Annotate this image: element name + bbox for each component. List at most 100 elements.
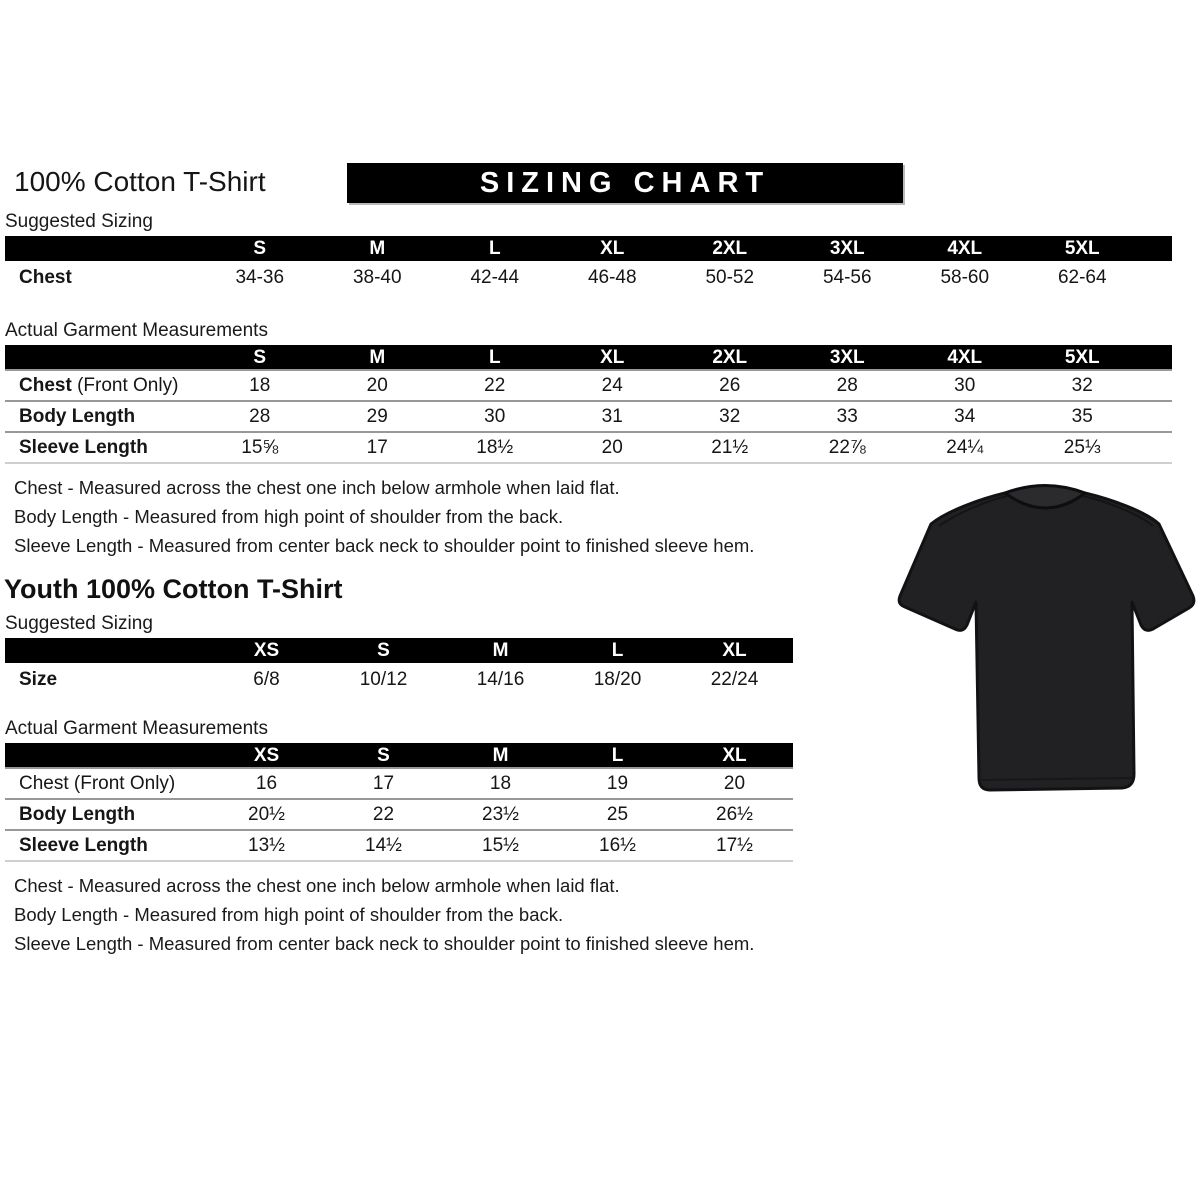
size-column-header: 3XL [829,238,865,259]
size-column-header: 5XL [1064,238,1100,259]
note-chest: Chest - Measured across the chest one in… [14,477,620,498]
row-label: Chest (Front Only) [19,374,179,396]
size-header-row: XS S M L XL [5,743,793,768]
measurement-cell: 30 [954,374,976,396]
measurement-cell: 13½ [248,834,285,856]
measurement-cell: 14/16 [476,668,525,690]
measurement-cell: 18½ [476,436,514,458]
adult-suggested-sizing-table: S M L XL 2XL 3XL 4XL 5XL Chest 34-36 38-… [5,236,1172,294]
table-row: Chest (Front Only) 18 20 22 24 26 28 30 … [5,370,1172,401]
row-label: Sleeve Length [19,834,148,856]
tshirt-shoulder-seam-right [1082,495,1154,527]
row-label: Chest (Front Only) [19,772,176,794]
black-tshirt-image [895,477,1197,807]
measurement-cell: 25 [606,803,629,825]
note-body-length: Body Length - Measured from high point o… [14,506,564,527]
row-label: Body Length [19,405,136,427]
measurement-cell: 26 [719,374,741,396]
measurement-cell: 18 [249,374,271,396]
size-column-header: L [488,238,501,259]
youth-page-title: Youth 100% Cotton T-Shirt [4,574,343,604]
size-column-header: XL [600,238,625,259]
measurement-cell: 50-52 [705,266,755,288]
size-column-header: 2XL [712,238,748,259]
size-column-header: XS [253,640,280,661]
measurement-cell: 58-60 [940,266,990,288]
tshirt-collar [1003,484,1087,510]
measurement-cell: 30 [484,405,506,427]
measurement-cell: 54-56 [822,266,872,288]
table-row: Body Length 20½ 22 23½ 25 26½ [5,799,793,830]
measurement-cell: 33 [836,405,858,427]
size-column-header: S [253,238,267,259]
actual-measurements-label: Actual Garment Measurements [5,320,268,341]
measurement-cell: 20 [366,374,388,396]
measurement-cell: 15⅝ [241,436,279,458]
measurement-cell: 18/20 [593,668,642,690]
youth-suggested-sizing-table: XS S M L XL Size 6/8 10/12 14/16 18/20 2… [5,638,793,696]
size-column-header: XL [722,640,747,661]
actual-measurements-label: Actual Garment Measurements [5,718,268,739]
size-column-header: M [369,346,386,368]
measurement-cell: 26½ [716,803,753,825]
table-row: Sleeve Length 13½ 14½ 15½ 16½ 17½ [5,830,793,861]
measurement-cell: 20 [723,772,746,794]
measurement-cell: 19 [606,772,629,794]
measurement-cell: 31 [601,405,623,427]
table-row: Chest 34-36 38-40 42-44 46-48 50-52 54-5… [5,261,1172,294]
measurement-cell: 6/8 [253,668,280,690]
measurement-notes: Chest - Measured across the chest one in… [14,876,1200,954]
measurement-cell: 32 [1071,374,1093,396]
suggested-sizing-label: Suggested Sizing [5,211,153,232]
measurement-cell: 28 [836,374,858,396]
size-header-row: XS S M L XL [5,638,793,663]
measurement-cell: 42-44 [470,266,520,288]
page-title: 100% Cotton T-Shirt [14,166,266,197]
measurement-cell: 24¼ [946,436,984,458]
document-header: 100% Cotton T-Shirt SIZING CHART [0,163,1200,203]
measurement-cell: 17½ [716,834,753,856]
measurement-cell: 18 [489,772,512,794]
size-column-header: 3XL [829,346,865,368]
size-column-header: 5XL [1064,346,1100,368]
measurement-cell: 21½ [711,436,749,458]
tshirt-graphic [897,484,1196,792]
size-column-header: XL [722,744,747,766]
measurement-cell: 23½ [482,803,519,825]
size-column-header: XS [253,744,280,766]
adult-garment-measurements-table: S M L XL 2XL 3XL 4XL 5XL Chest (Front On… [5,345,1172,464]
note-body-length: Body Length - Measured from high point o… [14,904,564,925]
measurement-cell: 25⅓ [1063,436,1101,458]
measurement-cell: 22 [372,803,395,825]
table-row: Body Length 28 29 30 31 32 33 34 35 [5,401,1172,432]
measurement-cell: 22/24 [710,668,759,690]
measurement-notes: Chest - Measured across the chest one in… [14,478,1200,556]
note-chest: Chest - Measured across the chest one in… [14,875,620,896]
measurement-cell: 10/12 [359,668,408,690]
measurement-cell: 46-48 [587,266,637,288]
measurement-cell: 38-40 [352,266,402,288]
size-column-header: 4XL [947,238,983,259]
table-row: Sleeve Length 15⅝ 17 18½ 20 21½ 22⅞ 24¼ … [5,432,1172,463]
size-column-header: S [253,346,267,368]
measurement-cell: 17 [372,772,395,794]
sizing-chart-document: 100% Cotton T-Shirt SIZING CHART Suggest… [0,163,1200,963]
measurement-cell: 28 [249,405,271,427]
youth-garment-measurements-table: XS S M L XL Chest (Front Only) 16 17 18 … [5,743,793,862]
row-label: Body Length [19,803,136,825]
tshirt-hem-seam [980,777,1133,781]
table-row: Chest (Front Only) 16 17 18 19 20 [5,768,793,799]
tshirt-shoulder-seam-left [938,495,1008,527]
measurement-cell: 20 [601,436,623,458]
size-column-header: L [611,744,624,766]
size-column-header: S [377,744,390,766]
size-column-header: L [611,640,624,661]
size-column-header: XL [600,346,625,368]
measurement-cell: 14½ [365,834,402,856]
size-column-header: 2XL [712,346,748,368]
note-sleeve-length: Sleeve Length - Measured from center bac… [14,535,755,556]
measurement-cell: 35 [1071,405,1093,427]
size-column-header: M [492,640,509,661]
measurement-cell: 62-64 [1057,266,1107,288]
suggested-sizing-label: Suggested Sizing [5,613,153,634]
